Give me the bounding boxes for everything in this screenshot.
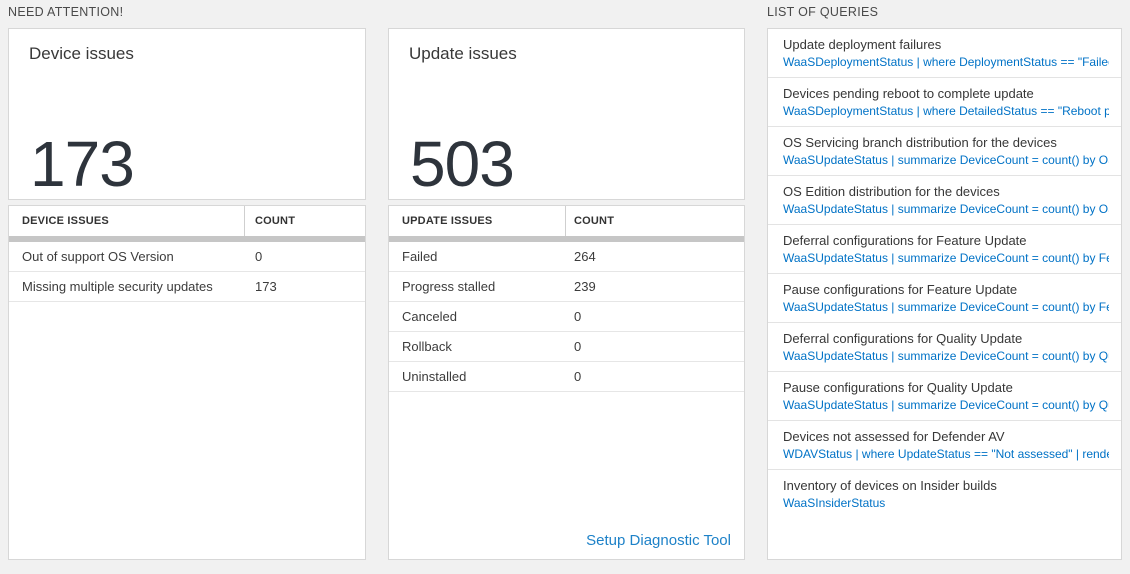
issue-name-cell: Progress stalled	[402, 279, 496, 294]
device-issues-count: 173	[30, 128, 135, 200]
update-issues-column-header: UPDATE ISSUES	[389, 206, 566, 236]
section-label-spacer	[388, 0, 745, 28]
table-row[interactable]: Uninstalled 0	[389, 362, 744, 392]
query-link[interactable]: WaaSUpdateStatus | summarize DeviceCount…	[783, 153, 1109, 167]
issue-name-cell: Missing multiple security updates	[22, 279, 213, 294]
query-item[interactable]: Update deployment failures WaaSDeploymen…	[768, 29, 1121, 78]
query-title: Inventory of devices on Insider builds	[783, 478, 997, 493]
query-link[interactable]: WaaSDeploymentStatus | where DetailedSta…	[783, 104, 1109, 118]
issue-name-cell: Out of support OS Version	[22, 249, 174, 264]
device-issues-tile[interactable]: Device issues 173	[8, 28, 366, 200]
queries-panel: Update deployment failures WaaSDeploymen…	[767, 28, 1122, 560]
horizontal-scrollbar-track[interactable]	[389, 236, 744, 242]
query-title: Pause configurations for Feature Update	[783, 282, 1018, 297]
device-issues-column-header: DEVICE ISSUES	[9, 206, 245, 236]
query-item[interactable]: OS Edition distribution for the devices …	[768, 176, 1121, 225]
device-issues-table: DEVICE ISSUES COUNT Out of support OS Ve…	[8, 205, 366, 560]
query-link[interactable]: WaaSDeploymentStatus | where DeploymentS…	[783, 55, 1109, 69]
count-column-header: COUNT	[255, 215, 296, 227]
issue-count-cell: 0	[574, 309, 582, 324]
query-item[interactable]: Inventory of devices on Insider builds W…	[768, 470, 1121, 518]
count-column-header: COUNT	[574, 215, 615, 227]
query-link[interactable]: WaaSUpdateStatus | summarize DeviceCount…	[783, 300, 1109, 314]
query-link[interactable]: WaaSUpdateStatus | summarize DeviceCount…	[783, 202, 1109, 216]
query-link[interactable]: WDAVStatus | where UpdateStatus == "Not …	[783, 447, 1109, 461]
query-item[interactable]: OS Servicing branch distribution for the…	[768, 127, 1121, 176]
table-row[interactable]: Rollback 0	[389, 332, 744, 362]
update-issues-column: Update issues 503 UPDATE ISSUES COUNT Fa…	[388, 0, 745, 560]
query-title: OS Edition distribution for the devices	[783, 184, 1000, 199]
query-title: OS Servicing branch distribution for the…	[783, 135, 1057, 150]
table-row[interactable]: Missing multiple security updates 173	[9, 272, 365, 302]
device-issues-tile-title: Device issues	[29, 44, 134, 63]
issue-count-cell: 0	[574, 339, 582, 354]
query-item[interactable]: Devices not assessed for Defender AV WDA…	[768, 421, 1121, 470]
query-item[interactable]: Devices pending reboot to complete updat…	[768, 78, 1121, 127]
query-title: Deferral configurations for Feature Upda…	[783, 233, 1027, 248]
query-item[interactable]: Pause configurations for Feature Update …	[768, 274, 1121, 323]
update-issues-table-header: UPDATE ISSUES COUNT	[389, 206, 744, 236]
issue-name-cell: Canceled	[402, 309, 457, 324]
need-attention-header: NEED ATTENTION!	[8, 5, 124, 19]
issue-name-cell: Rollback	[402, 339, 452, 354]
table-empty-area	[389, 392, 744, 532]
query-title: Devices pending reboot to complete updat…	[783, 86, 1034, 101]
query-title: Pause configurations for Quality Update	[783, 380, 1013, 395]
horizontal-scrollbar-track[interactable]	[9, 236, 365, 242]
device-issues-column: NEED ATTENTION! Device issues 173 DEVICE…	[8, 0, 366, 560]
query-item[interactable]: Pause configurations for Quality Update …	[768, 372, 1121, 421]
query-link[interactable]: WaaSUpdateStatus | summarize DeviceCount…	[783, 251, 1109, 265]
device-issues-table-header: DEVICE ISSUES COUNT	[9, 206, 365, 236]
table-row[interactable]: Failed 264	[389, 242, 744, 272]
list-of-queries-header: LIST OF QUERIES	[767, 5, 879, 19]
issue-count-cell: 173	[255, 279, 277, 294]
queries-column: LIST OF QUERIES Update deployment failur…	[767, 0, 1122, 560]
table-row[interactable]: Canceled 0	[389, 302, 744, 332]
table-row[interactable]: Progress stalled 239	[389, 272, 744, 302]
issue-count-cell: 239	[574, 279, 596, 294]
table-row[interactable]: Out of support OS Version 0	[9, 242, 365, 272]
query-title: Update deployment failures	[783, 37, 942, 52]
table-empty-area	[9, 302, 365, 559]
issue-count-cell: 264	[574, 249, 596, 264]
query-title: Deferral configurations for Quality Upda…	[783, 331, 1023, 346]
update-issues-count: 503	[410, 128, 515, 200]
query-link[interactable]: WaaSUpdateStatus | summarize DeviceCount…	[783, 398, 1109, 412]
issue-name-cell: Failed	[402, 249, 438, 264]
update-issues-table: UPDATE ISSUES COUNT Failed 264 Progress …	[388, 205, 745, 560]
issue-count-cell: 0	[574, 369, 582, 384]
query-link[interactable]: WaaSUpdateStatus | summarize DeviceCount…	[783, 349, 1109, 363]
query-item[interactable]: Deferral configurations for Quality Upda…	[768, 323, 1121, 372]
update-issues-tile[interactable]: Update issues 503	[388, 28, 745, 200]
query-item[interactable]: Deferral configurations for Feature Upda…	[768, 225, 1121, 274]
setup-diagnostic-tool-link[interactable]: Setup Diagnostic Tool	[586, 532, 731, 549]
issue-count-cell: 0	[255, 249, 263, 264]
update-issues-tile-title: Update issues	[409, 44, 517, 63]
query-link[interactable]: WaaSInsiderStatus	[783, 496, 886, 510]
issue-name-cell: Uninstalled	[402, 369, 467, 384]
query-title: Devices not assessed for Defender AV	[783, 429, 1005, 444]
